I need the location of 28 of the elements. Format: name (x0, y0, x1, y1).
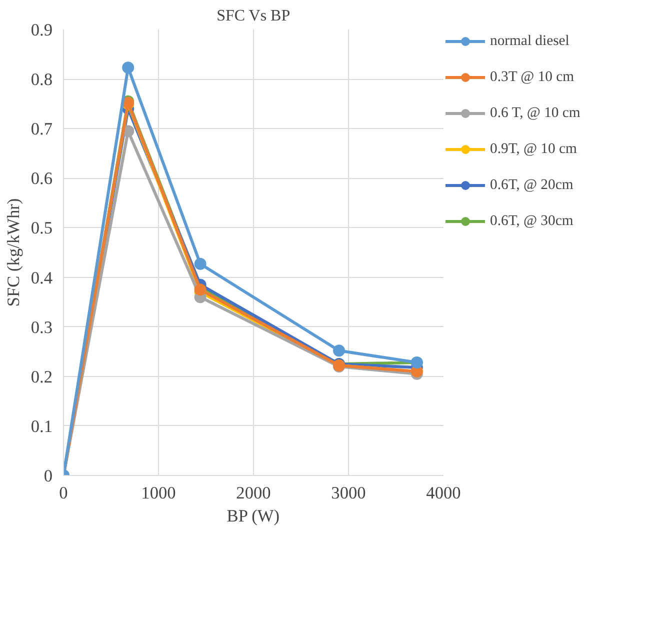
point (194, 284, 206, 296)
y-tick-label: 0.7 (30, 120, 53, 139)
point (122, 62, 134, 74)
x-axis-title: BP (W) (226, 506, 280, 526)
y-tick-label: 0.9 (30, 20, 53, 40)
point (194, 258, 206, 270)
legend-label: normal diesel (490, 32, 570, 50)
y-axis-title: SFC (kg/kWhr) (4, 198, 23, 307)
y-tick-label: 0 (44, 466, 53, 486)
x-tick-label: 1000 (141, 484, 176, 502)
legend-label: 0.3T @ 10 cm (490, 68, 574, 86)
legend-label: 0.9T, @ 10 cm (490, 140, 577, 158)
y-tick-label: 0.3 (30, 318, 53, 337)
point (333, 344, 345, 357)
legend-label: 0.6T, @ 30cm (490, 212, 574, 230)
legend-label: 0.6 T, @ 10 cm (490, 104, 580, 122)
x-tick-label: 0 (59, 484, 68, 502)
x-tick-label: 2000 (236, 484, 271, 502)
y-tick-label: 0.8 (30, 70, 53, 90)
y-tick-label: 0.4 (30, 268, 53, 288)
y-tick-label: 0.2 (30, 367, 53, 386)
y-tick-label: 0.1 (30, 416, 53, 436)
chart-title: SFC Vs BP (216, 8, 290, 24)
x-tick-label: 4000 (426, 484, 461, 502)
x-tick-label: 3000 (331, 484, 366, 502)
y-tick-label: 0.5 (30, 218, 53, 238)
legend-label: 0.6T, @ 20cm (490, 176, 574, 194)
y-tick-label: 0.6 (30, 169, 53, 188)
